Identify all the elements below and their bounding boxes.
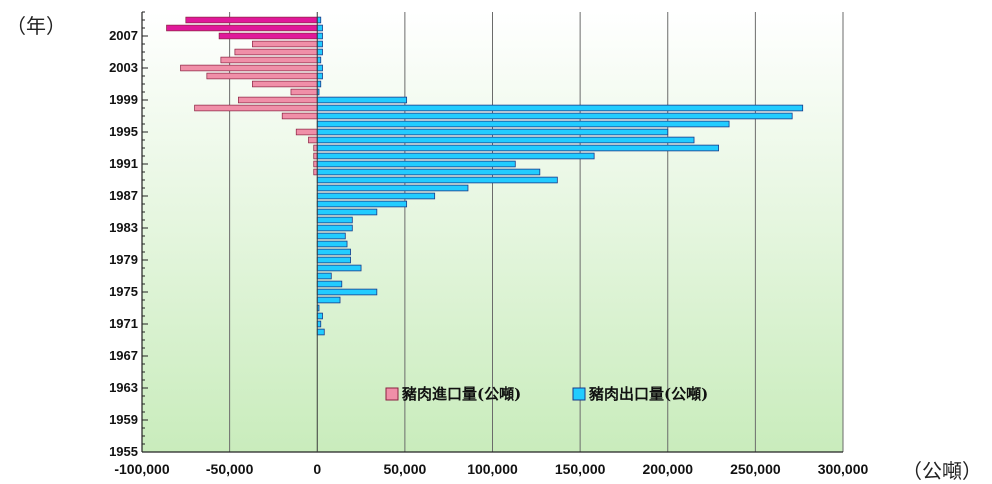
legend: 豬肉進口量(公噸) 豬肉出口量(公噸) (385, 385, 708, 403)
export-bar (316, 264, 362, 272)
export-bar (316, 328, 325, 336)
export-bar (316, 320, 322, 328)
export-bar (316, 256, 351, 264)
export-bar (316, 112, 793, 120)
y-tick-label: 1959 (109, 412, 138, 427)
axes-group (141, 11, 843, 453)
y-tick-label: 1955 (109, 444, 138, 459)
export-bar (316, 64, 323, 72)
export-bar (316, 232, 346, 240)
legend-export-label: 豬肉出口量(公噸) (588, 385, 708, 403)
export-bar (316, 128, 669, 136)
import-bar (313, 160, 318, 168)
y-tick-label: 1979 (109, 252, 138, 267)
export-bar (316, 144, 719, 152)
y-tick-label: 1975 (109, 284, 138, 299)
export-bar (316, 272, 332, 280)
x-tick-label: -50,000 (206, 461, 254, 477)
export-bar (316, 160, 516, 168)
import-bar (313, 168, 318, 176)
x-tick-label: 50,000 (383, 461, 426, 477)
x-tick-label: 250,000 (730, 461, 781, 477)
y-tick-label: 1967 (109, 348, 138, 363)
export-bar (316, 48, 323, 56)
export-bar (316, 224, 353, 232)
x-tick-label: 0 (313, 461, 321, 477)
import-bar (308, 136, 318, 144)
import-bar (234, 48, 318, 56)
export-bar (316, 208, 378, 216)
x-tick-label: -100,000 (114, 461, 169, 477)
y-axis-unit-label: （年） (6, 14, 66, 38)
y-tick-label: 2003 (109, 60, 138, 75)
y-tick-label: 2007 (109, 28, 138, 43)
import-bar (252, 40, 318, 48)
export-bar (316, 296, 341, 304)
y-tick-label: 1991 (109, 156, 138, 171)
y-tick-label: 1987 (109, 188, 138, 203)
import-bar (313, 152, 318, 160)
export-bar (316, 184, 469, 192)
x-tick-labels: -100,000 -50,000 0 50,000 100,000 150,000 200,… (114, 461, 868, 477)
export-bar (316, 288, 378, 296)
legend-export-swatch (572, 387, 586, 401)
import-bar (185, 16, 318, 24)
legend-import-label: 豬肉進口量(公噸) (401, 385, 521, 403)
export-bar (316, 176, 558, 184)
export-bar (316, 72, 323, 80)
import-bar (220, 56, 318, 64)
y-tick-labels: 1955 1959 1963 1967 1971 1975 1979 1983 1987 1991… (109, 28, 138, 459)
y-tick-label: 1971 (109, 316, 138, 331)
import-bar (180, 64, 318, 72)
export-bar (316, 96, 408, 104)
export-bar (316, 192, 436, 200)
export-bar (316, 80, 322, 88)
export-bar (316, 32, 323, 40)
y-tick-label: 1995 (109, 124, 138, 139)
export-bar (316, 136, 695, 144)
export-bar (316, 312, 323, 320)
export-bar (316, 248, 351, 256)
import-bar (194, 104, 318, 112)
y-tick-label: 1999 (109, 92, 138, 107)
legend-import-swatch (385, 387, 399, 401)
import-bar (290, 88, 318, 96)
import-bar (313, 144, 318, 152)
export-bar (316, 40, 323, 48)
export-bar (316, 104, 804, 112)
y-tick-label: 1983 (109, 220, 138, 235)
export-bar (316, 216, 353, 224)
x-tick-label: 100,000 (467, 461, 518, 477)
x-axis-unit-label: （公噸） (902, 459, 982, 483)
bars-group (166, 16, 804, 336)
x-tick-label: 300,000 (818, 461, 869, 477)
export-bar (316, 240, 348, 248)
export-bar (316, 200, 408, 208)
export-bar (316, 16, 322, 24)
export-bar (316, 56, 322, 64)
y-tick-label: 1963 (109, 380, 138, 395)
import-bar (238, 96, 318, 104)
export-bar (316, 24, 323, 32)
import-bar (295, 128, 318, 136)
x-tick-label: 200,000 (642, 461, 693, 477)
export-bar (316, 120, 730, 128)
import-bar (166, 24, 318, 32)
import-bar (281, 112, 318, 120)
import-bar (218, 32, 318, 40)
export-bar (316, 168, 541, 176)
export-bar (316, 280, 343, 288)
export-bar (316, 152, 595, 160)
import-bar (206, 72, 318, 80)
grid-lines (229, 12, 844, 452)
import-bar (252, 80, 318, 88)
x-tick-label: 150,000 (555, 461, 606, 477)
